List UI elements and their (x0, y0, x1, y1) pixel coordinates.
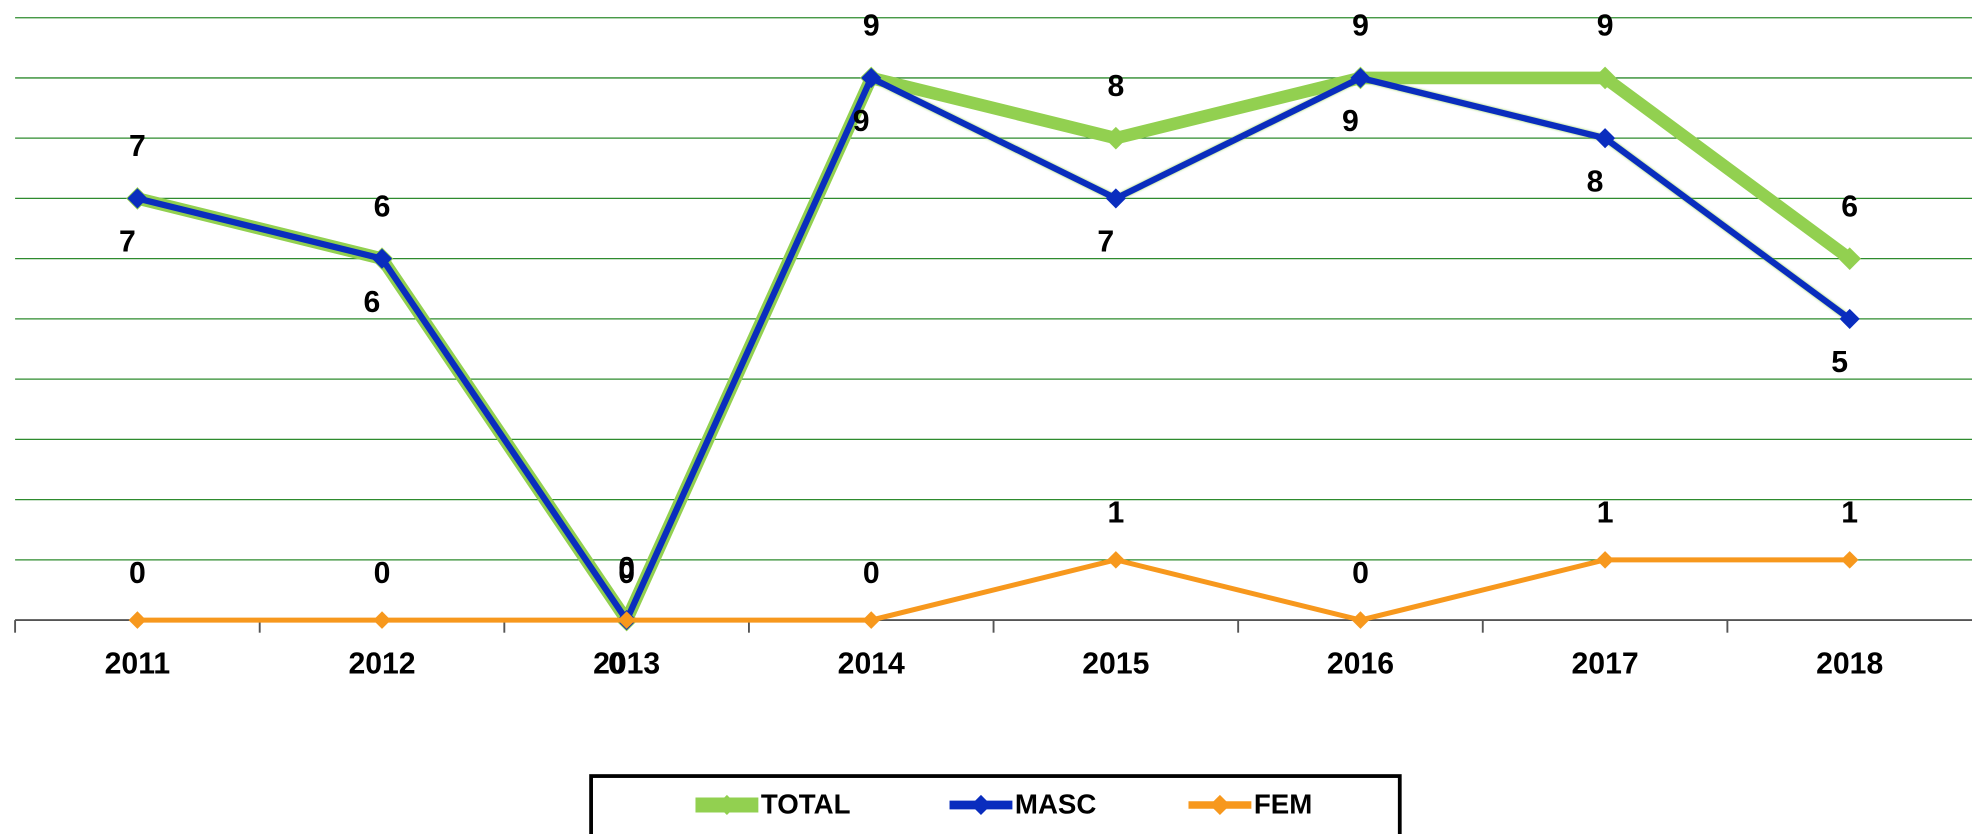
data-label: 0 (618, 552, 635, 585)
series-marker (128, 611, 147, 629)
data-label: 7 (129, 130, 146, 163)
data-label: 8 (1587, 165, 1604, 198)
x-tick-label: 2017 (1572, 647, 1639, 680)
x-tick-label: 2018 (1816, 647, 1883, 680)
legend-label: TOTAL (761, 789, 851, 820)
series-marker (1107, 551, 1125, 569)
x-axis: 2011 2012 2013 2014 2015 2016 2017 2018 (14, 619, 1972, 680)
x-tick-label: 2014 (838, 647, 905, 680)
legend-marker (716, 794, 737, 816)
series-marker (1351, 611, 1370, 629)
data-label: 6 (364, 286, 381, 319)
series-marker (371, 248, 393, 269)
data-label: 1 (1107, 497, 1124, 530)
data-label: 9 (1352, 10, 1369, 43)
series-line (135, 71, 1854, 627)
data-label: 5 (1831, 346, 1848, 379)
series-marker (1838, 247, 1862, 270)
x-tick-label: 2016 (1327, 647, 1394, 680)
legend: TOTAL MASC FEM (695, 789, 1312, 820)
data-label: 0 (129, 557, 146, 590)
series-marker (1105, 188, 1126, 209)
legend-marker (970, 794, 992, 816)
plot (126, 66, 1862, 632)
data-label: 9 (853, 105, 870, 138)
data-label: 9 (1597, 10, 1614, 43)
data-label: 0 (618, 557, 635, 590)
x-tick-label: 2013 (593, 647, 660, 680)
data-label: 7 (1097, 226, 1114, 259)
data-label: 1 (1597, 497, 1614, 530)
series-marker (1596, 551, 1614, 569)
data-label: 0 (1352, 557, 1369, 590)
series-marker (373, 611, 391, 629)
data-label: 9 (863, 10, 880, 43)
data-label: 6 (374, 190, 391, 223)
data-label: 1 (1841, 497, 1858, 530)
data-label: 0 (374, 557, 391, 590)
series-line (137, 557, 1850, 623)
series-line (136, 74, 1852, 624)
x-tick-label: 2012 (348, 647, 415, 680)
data-label: 8 (1107, 70, 1124, 103)
series-marker (617, 611, 636, 629)
data-label: 6 (1841, 190, 1858, 223)
series-marker (1840, 551, 1859, 569)
x-tick-label: 2015 (1082, 647, 1149, 680)
series-marker (1593, 66, 1617, 90)
x-tick-label: 2011 (105, 647, 170, 680)
data-label: 0 (608, 647, 625, 680)
data-label: 0 (863, 557, 880, 590)
legend-marker (1209, 794, 1230, 816)
data-label: 9 (1342, 105, 1359, 138)
legend-label: FEM (1254, 789, 1312, 820)
series-marker (862, 611, 881, 629)
series-marker (1350, 67, 1371, 88)
legend-label: MASC (1015, 789, 1096, 820)
data-label: 7 (119, 226, 136, 259)
